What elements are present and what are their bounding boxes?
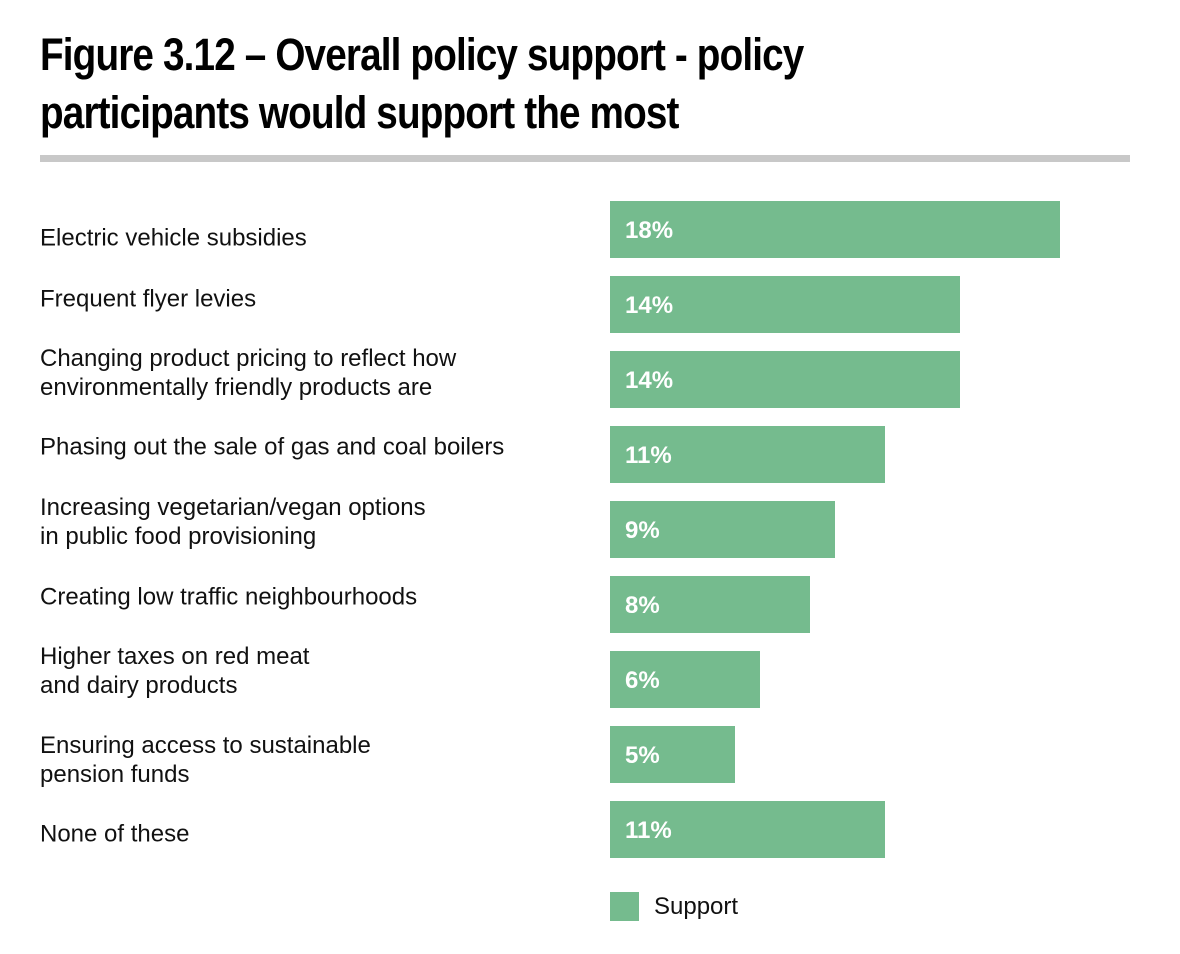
category-label-none-of-these: None of these (40, 820, 190, 848)
bar-value-label-2: 14% (625, 292, 673, 319)
legend-swatch-support (610, 892, 639, 921)
bar-value-label-1: 18% (625, 217, 673, 244)
category-label-gas-coal-boilers: Phasing out the sale of gas and coal boi… (40, 433, 505, 461)
bar-5 (610, 501, 835, 558)
bar-4 (610, 426, 885, 483)
category-label-electric-vehicle-subsidies: Electric vehicle subsidies (40, 224, 307, 252)
bar-value-label-7: 6% (625, 667, 660, 694)
bar-3 (610, 351, 960, 408)
bar-value-label-9: 11% (625, 817, 672, 844)
legend: Support (610, 892, 738, 921)
bar-9 (610, 801, 885, 858)
bar-7 (610, 651, 760, 708)
category-label-frequent-flyer-levies: Frequent flyer levies (40, 285, 257, 313)
bar-8 (610, 726, 735, 783)
legend-label-support: Support (654, 892, 739, 920)
chart-title: Figure 3.12 – Overall policy support - p… (40, 26, 900, 142)
category-label-sustainable-pension-funds: Ensuring access to sustainable pension f… (40, 732, 371, 788)
bar-value-label-5: 9% (625, 517, 660, 544)
chart-title-line-1: Figure 3.12 – Overall policy support - p… (40, 29, 804, 80)
bar-1 (610, 201, 1060, 258)
title-divider (40, 155, 1130, 162)
category-label-vegetarian-vegan-options: Increasing vegetarian/vegan options in p… (40, 494, 426, 550)
bar-value-label-4: 11% (625, 442, 672, 469)
category-label-red-meat-dairy-taxes: Higher taxes on red meat and dairy produ… (40, 643, 310, 699)
bar-6 (610, 576, 810, 633)
bar-value-label-6: 8% (625, 592, 660, 619)
chart-title-line-2: participants would support the most (40, 87, 679, 138)
category-label-product-pricing: Changing product pricing to reflect how … (40, 345, 457, 401)
bar-value-label-3: 14% (625, 367, 673, 394)
category-label-low-traffic-neighbourhoods: Creating low traffic neighbourhoods (40, 583, 418, 611)
bar-value-label-8: 5% (625, 742, 660, 769)
bar-2 (610, 276, 960, 333)
